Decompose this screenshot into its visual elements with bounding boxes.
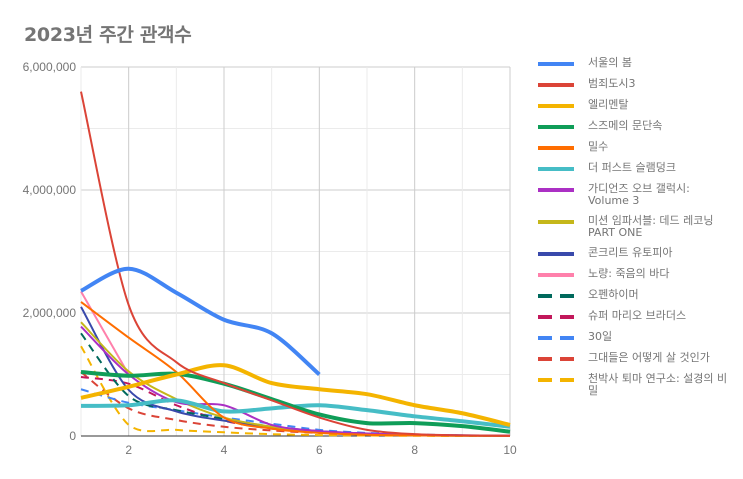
series-line	[80, 363, 511, 427]
line-swatch-icon	[538, 57, 574, 70]
line-swatch-icon	[538, 141, 574, 154]
legend-item[interactable]: 미션 임파서블: 데드 레코닝 PART ONE	[538, 215, 738, 239]
x-tick-label: 4	[221, 443, 228, 457]
legend-label: 30일	[588, 330, 613, 343]
legend-item[interactable]: 30일	[538, 331, 738, 344]
line-swatch-icon	[538, 120, 574, 133]
legend-item[interactable]: 엘리멘탈	[538, 99, 738, 112]
series-line	[80, 91, 511, 437]
legend-item[interactable]: 콘크리트 유토피아	[538, 247, 738, 260]
x-tick-label: 10	[503, 443, 517, 457]
legend-item[interactable]: 가디언즈 오브 갤럭시: Volume 3	[538, 183, 738, 207]
legend-label: 슈퍼 마리오 브라더스	[588, 309, 687, 322]
line-swatch-icon	[538, 162, 574, 175]
legend-label: 엘리멘탈	[588, 98, 629, 111]
legend-label: 스즈메의 문단속	[588, 119, 663, 132]
y-tick-label: 2,000,000	[23, 306, 77, 320]
legend-label: 가디언즈 오브 갤럭시: Volume 3	[588, 182, 690, 207]
line-swatch-icon	[538, 268, 574, 281]
dashed-line-swatch-icon	[538, 352, 574, 365]
legend-label: 미션 임파서블: 데드 레코닝 PART ONE	[588, 214, 714, 239]
legend-item[interactable]: 밀수	[538, 141, 738, 154]
gridlines	[80, 66, 511, 437]
line-swatch-icon	[538, 78, 574, 91]
y-tick-label: 6,000,000	[23, 60, 77, 74]
legend-item[interactable]: 서울의 봄	[538, 57, 738, 70]
line-swatch-icon	[538, 215, 574, 228]
line-swatch-icon	[538, 247, 574, 260]
legend-item[interactable]: 노량: 죽음의 바다	[538, 268, 738, 281]
series-line	[80, 301, 511, 437]
chart-title: 2023년 주간 관객수	[24, 24, 192, 46]
line-swatch-icon	[538, 183, 574, 196]
legend-item[interactable]: 더 퍼스트 슬램덩크	[538, 162, 738, 175]
series-line	[80, 306, 511, 437]
legend-label: 콘크리트 유토피아	[588, 246, 673, 259]
x-tick-label: 2	[125, 443, 132, 457]
dashed-line-swatch-icon	[538, 331, 574, 344]
series-lines	[80, 91, 511, 437]
y-tick-label: 4,000,000	[23, 183, 77, 197]
legend-label: 천박사 퇴마 연구소: 설경의 비밀	[588, 372, 728, 397]
legend-label: 더 퍼스트 슬램덩크	[588, 161, 676, 174]
x-tick-label: 8	[411, 443, 418, 457]
series-line	[80, 266, 321, 377]
dashed-line-swatch-icon	[538, 289, 574, 302]
axes: 0 2,000,000 4,000,000 6,000,000 2 4 6 8 10	[23, 60, 517, 457]
legend-item[interactable]: 천박사 퇴마 연구소: 설경의 비밀	[538, 373, 738, 397]
series-line	[80, 370, 511, 434]
legend-label: 그대들은 어떻게 살 것인가	[588, 351, 710, 364]
legend-item[interactable]: 슈퍼 마리오 브라더스	[538, 310, 738, 323]
legend-item[interactable]: 오펜하이머	[538, 289, 738, 302]
y-tick-label: 0	[69, 429, 76, 443]
legend-label: 오펜하이머	[588, 288, 639, 301]
legend-label: 서울의 봄	[588, 56, 632, 69]
line-swatch-icon	[538, 99, 574, 112]
legend-label: 노량: 죽음의 바다	[588, 267, 670, 280]
legend-label: 범죄도시3	[588, 77, 636, 90]
dashed-line-swatch-icon	[538, 373, 574, 386]
series-line	[80, 345, 511, 437]
legend-label: 밀수	[588, 140, 609, 153]
legend-item[interactable]: 그대들은 어떻게 살 것인가	[538, 352, 738, 365]
x-tick-label: 6	[316, 443, 323, 457]
dashed-line-swatch-icon	[538, 310, 574, 323]
legend-item[interactable]: 범죄도시3	[538, 78, 738, 91]
legend-item[interactable]: 스즈메의 문단속	[538, 120, 738, 133]
